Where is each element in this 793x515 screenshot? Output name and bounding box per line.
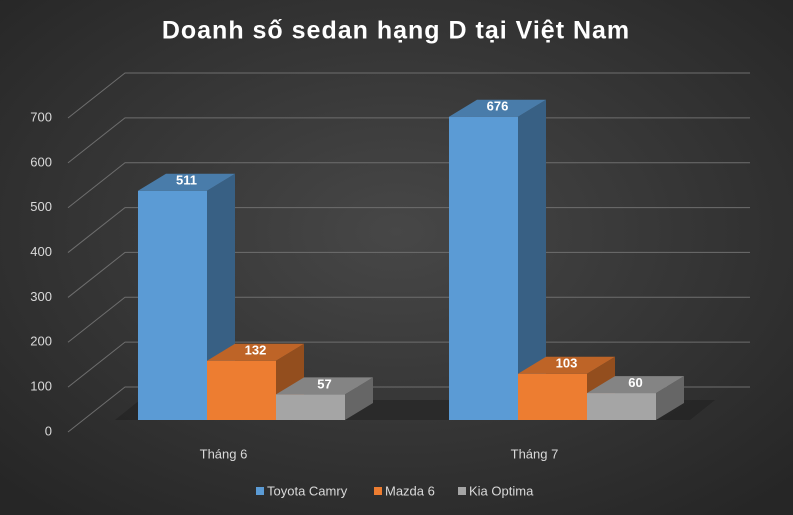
chart-title: Doanh số sedan hạng D tại Việt Nam xyxy=(162,17,630,45)
bar xyxy=(587,376,684,420)
y-tick-label: 0 xyxy=(45,423,52,438)
x-tick-label: Tháng 7 xyxy=(511,446,559,461)
value-label: 103 xyxy=(556,356,578,371)
bar-top xyxy=(207,343,304,361)
value-label: 676 xyxy=(487,99,509,114)
bar-side xyxy=(656,376,684,420)
grid-line xyxy=(67,72,750,119)
y-tick-label: 600 xyxy=(30,154,52,169)
value-label: 57 xyxy=(317,376,331,391)
bar-top xyxy=(276,377,373,395)
bar-front xyxy=(276,394,345,420)
bar-front xyxy=(138,190,207,420)
bar-side xyxy=(345,377,373,420)
legend-swatch xyxy=(374,487,382,495)
bar-top xyxy=(587,376,684,394)
legend-label: Toyota Camry xyxy=(267,483,348,498)
legend-label: Kia Optima xyxy=(469,483,534,498)
bar-side xyxy=(518,99,546,420)
bar-front xyxy=(449,116,518,420)
y-tick-label: 200 xyxy=(30,334,52,349)
bar-front xyxy=(587,393,656,420)
bar-top xyxy=(138,173,235,191)
legend-swatch xyxy=(458,487,466,495)
y-tick-label: 300 xyxy=(30,289,52,304)
y-tick-label: 500 xyxy=(30,199,52,214)
bar-front xyxy=(518,373,587,420)
value-label: 511 xyxy=(176,173,197,188)
y-tick-label: 100 xyxy=(30,379,52,394)
x-tick-label: Tháng 6 xyxy=(200,446,248,461)
legend-label: Mazda 6 xyxy=(385,483,435,498)
y-tick-label: 400 xyxy=(30,244,52,259)
value-label: 132 xyxy=(245,343,267,358)
bar-top xyxy=(449,99,546,117)
bar-front xyxy=(207,360,276,420)
legend-swatch xyxy=(256,487,264,495)
value-label: 60 xyxy=(628,375,642,390)
bar-top xyxy=(518,356,615,374)
y-tick-label: 700 xyxy=(30,109,52,124)
bar xyxy=(276,377,373,420)
bar xyxy=(449,99,546,420)
